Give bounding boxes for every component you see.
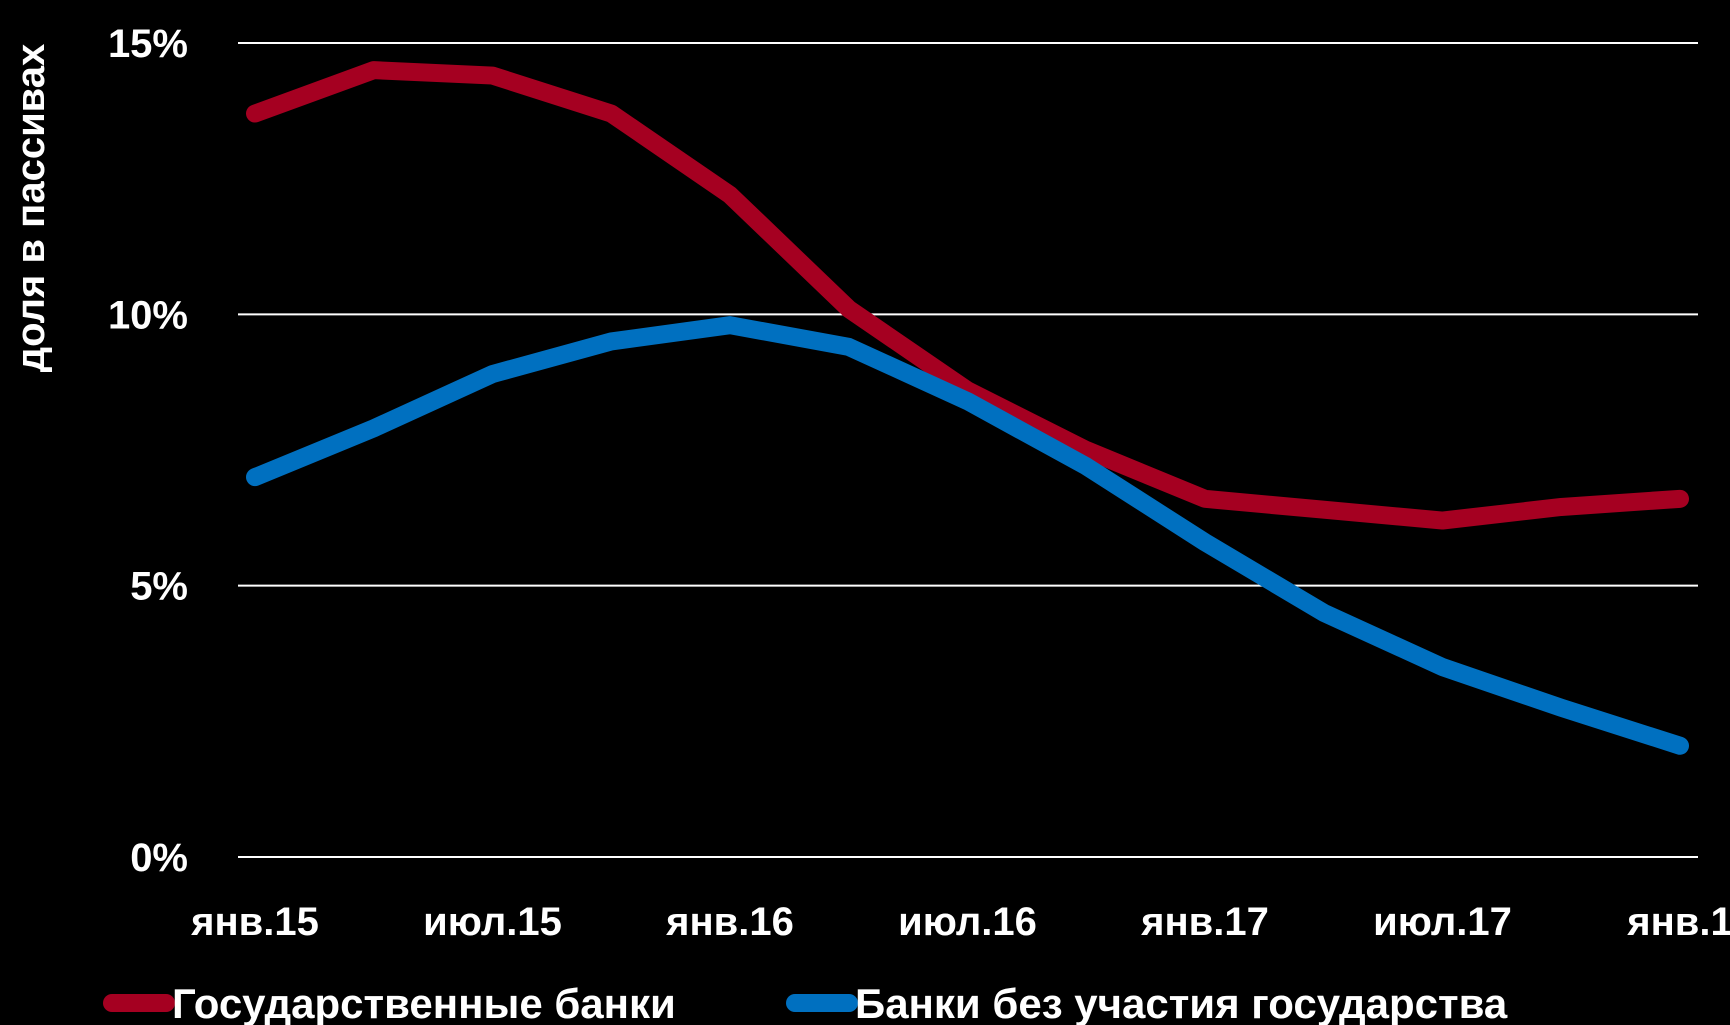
legend-label: Государственные банки	[172, 980, 676, 1025]
series-line-1	[246, 61, 1689, 530]
x-tick-label: июл.17	[1373, 900, 1512, 944]
y-tick-label: 5%	[130, 565, 188, 609]
y-tick-label: 15%	[108, 22, 188, 66]
legend: Государственные банки Банки без участия г…	[103, 980, 1508, 1025]
x-tick-label: янв.17	[1140, 900, 1269, 944]
y-tick-label: 0%	[130, 836, 188, 880]
x-tick-label: июл.16	[898, 900, 1037, 944]
y-tick-label: 10%	[108, 293, 188, 337]
x-axis-tick-labels: янв.15 июл.15 янв.16 июл.16 янв.17 июл.17 янв.…	[190, 900, 1730, 944]
y-axis-tick-labels: 0% 5% 10% 15%	[108, 22, 188, 880]
x-tick-label: янв.15	[190, 900, 319, 944]
x-tick-label: янв.1	[1626, 900, 1730, 944]
legend-label: Банки без участия государства	[855, 980, 1508, 1025]
series-lines	[246, 61, 1689, 755]
x-tick-label: июл.15	[423, 900, 562, 944]
gridlines	[238, 42, 1698, 858]
series-line-2	[246, 316, 1689, 755]
x-tick-label: янв.16	[665, 900, 794, 944]
y-axis-title: доля в пассивах	[9, 44, 53, 372]
